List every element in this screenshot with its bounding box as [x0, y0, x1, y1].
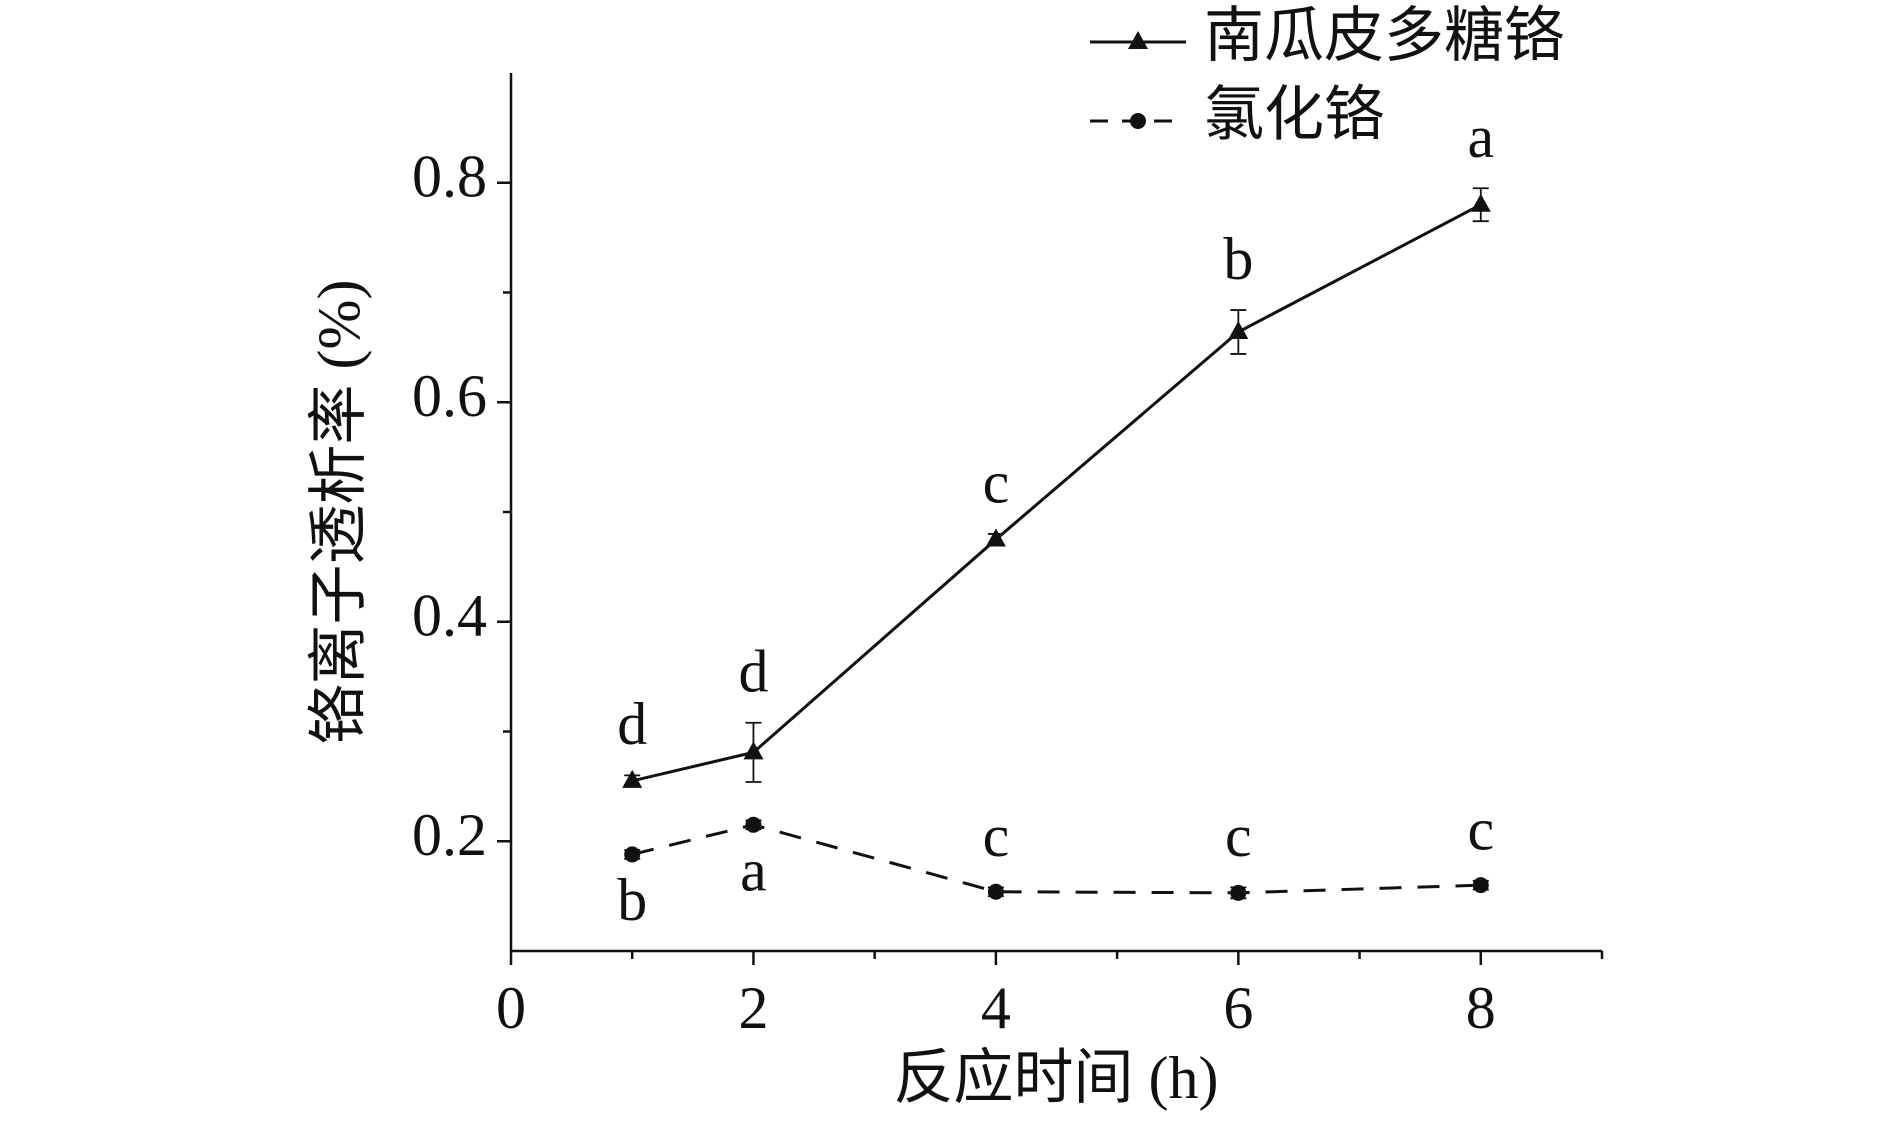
data-point	[1472, 877, 1489, 894]
series-line	[631, 823, 1481, 895]
x-tick-label: 6	[1223, 975, 1253, 1041]
data-point	[1230, 884, 1247, 901]
x-tick-label: 4	[981, 975, 1011, 1041]
significance-label: c	[1467, 797, 1494, 863]
y-tick-label: 0.6	[412, 363, 487, 429]
data-point	[1470, 193, 1491, 212]
significance-label: d	[617, 691, 647, 757]
x-tick-label: 2	[738, 975, 768, 1041]
significance-label: b	[617, 867, 647, 933]
x-tick-label: 0	[496, 975, 526, 1041]
significance-label: b	[1223, 226, 1253, 292]
legend-marker	[1128, 31, 1148, 49]
y-tick-label: 0.4	[412, 583, 487, 649]
y-tick-label: 0.8	[412, 144, 487, 210]
y-tick-label: 0.2	[412, 802, 487, 868]
x-tick-label: 8	[1466, 975, 1496, 1041]
legend-label: 南瓜皮多糖铬	[1204, 3, 1564, 69]
legend-label: 氯化铬	[1204, 82, 1384, 148]
y-axis-title: 铬离子透析率 (%)	[306, 280, 372, 745]
data-point	[745, 816, 762, 833]
significance-label: c	[1225, 803, 1252, 869]
significance-label: d	[738, 638, 768, 704]
significance-label: c	[983, 450, 1010, 516]
data-point	[624, 846, 641, 863]
significance-label: c	[983, 803, 1010, 869]
legend-marker	[1130, 113, 1146, 129]
data-point	[743, 741, 764, 760]
data-point	[1228, 321, 1249, 340]
x-axis-title: 反应时间 (h)	[894, 1045, 1219, 1111]
data-point	[622, 769, 643, 788]
data-point	[987, 883, 1004, 900]
significance-label: a	[1467, 104, 1494, 170]
data-point	[985, 528, 1006, 547]
significance-label: a	[740, 838, 767, 904]
